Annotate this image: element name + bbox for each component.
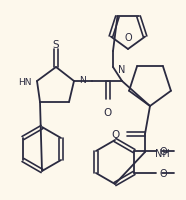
Text: O: O — [124, 33, 132, 43]
Text: N: N — [79, 76, 86, 85]
Text: N: N — [118, 65, 126, 75]
Text: S: S — [53, 40, 59, 50]
Text: HN: HN — [18, 78, 32, 87]
Text: O: O — [112, 129, 120, 139]
Text: O: O — [159, 146, 167, 156]
Text: O: O — [104, 107, 112, 117]
Text: O: O — [159, 168, 167, 178]
Text: NH: NH — [155, 148, 170, 158]
